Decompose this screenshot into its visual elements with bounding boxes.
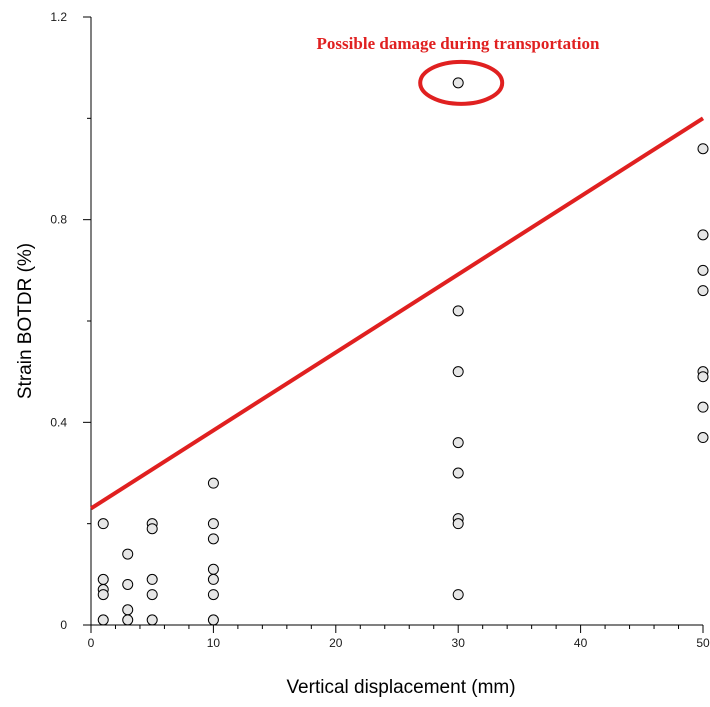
data-point xyxy=(97,589,109,601)
data-point xyxy=(697,285,709,297)
x-tick-label: 50 xyxy=(696,636,710,650)
y-tick-label: 0.4 xyxy=(50,415,67,429)
data-point xyxy=(97,573,109,585)
data-point xyxy=(697,371,709,383)
data-point xyxy=(697,143,709,155)
data-point xyxy=(207,614,219,626)
data-point xyxy=(697,229,709,241)
data-point xyxy=(97,518,109,530)
x-tick-label: 20 xyxy=(329,636,343,650)
data-point xyxy=(452,467,464,479)
data-point xyxy=(122,578,134,590)
data-point xyxy=(452,518,464,530)
data-point xyxy=(207,518,219,530)
data-point xyxy=(146,573,158,585)
annotation-group: Possible damage during transportation xyxy=(317,34,600,106)
data-point xyxy=(207,533,219,545)
data-point xyxy=(207,563,219,575)
data-point xyxy=(146,589,158,601)
data-point xyxy=(97,614,109,626)
data-points xyxy=(97,77,709,626)
data-point xyxy=(122,614,134,626)
x-tick-label: 40 xyxy=(574,636,588,650)
tick-marks xyxy=(83,16,704,633)
annotation-highlight-ellipse xyxy=(418,59,505,106)
data-point xyxy=(207,573,219,585)
data-point xyxy=(697,432,709,444)
data-point xyxy=(697,264,709,276)
data-point xyxy=(452,305,464,317)
data-point xyxy=(452,437,464,449)
data-point xyxy=(122,604,134,616)
x-axis-title: Vertical displacement (mm) xyxy=(286,677,515,698)
y-tick-label: 1.2 xyxy=(50,10,67,24)
data-point xyxy=(452,77,464,89)
trend-line-group xyxy=(89,116,705,511)
trend-line xyxy=(89,116,705,511)
y-tick-label: 0 xyxy=(60,618,67,632)
data-point xyxy=(452,366,464,378)
data-point xyxy=(697,401,709,413)
data-point xyxy=(146,523,158,535)
x-tick-label: 0 xyxy=(88,636,95,650)
x-tick-label: 10 xyxy=(207,636,221,650)
data-point xyxy=(207,477,219,489)
annotation-label: Possible damage during transportation xyxy=(317,34,600,53)
data-point xyxy=(452,589,464,601)
data-point xyxy=(122,548,134,560)
data-point xyxy=(207,589,219,601)
data-point xyxy=(146,614,158,626)
y-tick-label: 0.8 xyxy=(50,213,67,227)
y-axis-title: Strain BOTDR (%) xyxy=(15,243,36,399)
tick-labels: 0 10 20 30 40 50 0 0.4 0.8 1.2 xyxy=(50,10,710,650)
axes xyxy=(90,17,703,626)
x-tick-label: 30 xyxy=(452,636,466,650)
